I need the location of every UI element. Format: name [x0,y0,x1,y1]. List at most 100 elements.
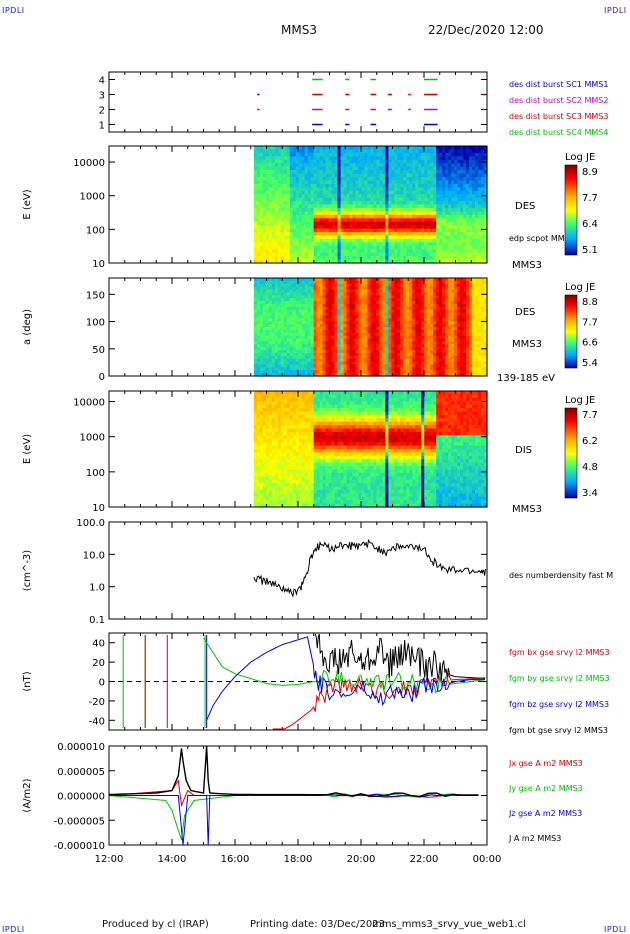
des-energy-cell [334,152,339,157]
des-pitch-cell [385,327,389,331]
des-energy-cell [346,159,351,164]
des-energy-cell [400,152,404,157]
des-pitch-cell [343,355,348,360]
des-pitch-cell [397,298,401,302]
des-pitch-cell [265,329,270,334]
des-pitch-cell [397,335,401,340]
des-pitch-cell [340,335,345,340]
des-pitch-cell [412,329,416,334]
des-energy-cell [391,183,395,188]
des-energy-cell [301,183,306,188]
des-energy-cell [439,214,443,219]
des-energy-cell [256,249,261,254]
des-pitch-cell [331,289,336,294]
des-energy-cell [262,232,267,237]
des-energy-cell [421,159,425,164]
des-energy-cell [448,249,452,254]
des-energy-cell [340,232,345,237]
des-pitch-cell [403,364,407,368]
des-pitch-cell [433,303,437,308]
des-pitch-cell [316,292,321,296]
des-energy-cell [352,187,357,192]
des-pitch-cell [310,332,315,337]
des-energy-cell [262,156,267,161]
des-energy-cell [451,149,455,154]
des-energy-cell [283,232,288,237]
des-pitch-cell [262,335,267,340]
des-pitch-cell [340,324,345,328]
des-pitch-cell [331,315,336,319]
des-pitch-cell [280,332,285,337]
des-energy-cell [337,221,342,226]
des-pitch-cell [265,335,270,340]
des-energy-cell [469,180,473,185]
des-energy-cell [289,183,294,188]
des-energy-cell [433,242,437,247]
des-pitch-cell [295,324,300,328]
des-energy-cell [343,156,348,161]
des-pitch-cell [334,361,339,366]
des-pitch-cell [403,373,407,377]
des-energy-cell [265,249,270,254]
des-pitch-cell [427,280,431,285]
des-energy-cell [481,204,485,209]
des-energy-cell [421,201,425,206]
des-pitch-cell [325,352,330,357]
des-pitch-cell [355,286,360,291]
des-energy-cell [469,159,473,164]
des-energy-cell [481,232,485,237]
des-pitch-cell [283,347,288,351]
des-pitch-cell [337,295,342,299]
des-pitch-cell [433,358,437,363]
des-pitch-cell [388,292,392,296]
des-pitch-cell [355,335,360,340]
des-pitch-cell [310,364,315,368]
des-pitch-cell [304,278,309,282]
des-pitch-cell [313,295,318,299]
des-pitch-cell [283,278,288,282]
des-pitch-cell [340,280,345,285]
des-energy-cell [313,235,318,240]
des-energy-cell [463,183,467,188]
des-energy-cell [355,207,360,212]
des-pitch-cell [364,335,369,340]
des-pitch-cell [424,280,428,285]
des-energy-cell [439,242,443,247]
des-energy-cell [367,190,372,195]
des-energy-cell [334,159,339,164]
des-pitch-cell [436,335,440,340]
des-pitch-cell [427,358,431,363]
des-pitch-cell [403,329,407,334]
des-pitch-cell [409,329,413,334]
des-pitch-cell [289,344,294,348]
des-pitch-cell [253,295,258,299]
des-pitch-cell [280,289,285,294]
des-energy-cell [370,159,375,164]
des-pitch-cell [430,361,434,366]
des-pitch-cell [328,344,333,348]
des-pitch-cell [433,364,437,368]
des-pitch-cell [376,350,381,354]
des-energy-cell [265,190,270,195]
des-pitch-cell [409,355,413,360]
des-pitch-cell [406,286,410,291]
des-energy-cell [379,190,384,195]
des-energy-cell [376,170,381,175]
des-energy-cell [265,218,270,223]
des-pitch-cell [268,295,273,299]
des-energy-cell [304,170,309,175]
des-pitch-cell [337,280,342,285]
des-pitch-cell [271,318,276,322]
des-energy-cell [268,207,273,212]
des-energy-cell [418,232,422,237]
des-energy-cell [436,170,440,175]
des-pitch-cell [253,301,258,305]
des-energy-cell [415,149,419,154]
des-pitch-cell [274,303,279,308]
des-energy-cell [289,159,294,164]
des-energy-cell [427,242,431,247]
des-pitch-cell [349,347,354,351]
des-energy-cell [424,235,428,240]
des-pitch-cell [433,283,437,288]
des-pitch-cell [403,361,407,366]
